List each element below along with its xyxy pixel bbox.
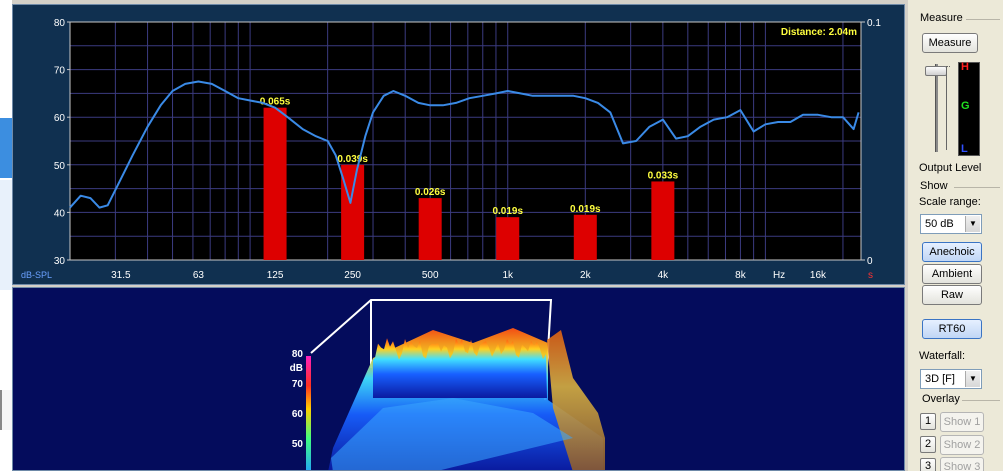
x-tick-label: Hz — [773, 270, 785, 281]
rt60-bar — [573, 214, 597, 260]
rt60-bar — [496, 217, 520, 260]
z-tick-label: 80 — [292, 349, 304, 360]
x-tick-label: 4k — [658, 270, 670, 281]
z-tick-label: 40 — [292, 469, 304, 471]
y2-axis-unit-label: s — [868, 270, 873, 281]
chevron-down-icon: ▼ — [965, 371, 980, 387]
x-tick-label: 1k — [502, 270, 514, 281]
overlay-3-select-button[interactable]: 3 — [920, 458, 936, 471]
y-tick-label: 60 — [54, 113, 66, 124]
distance-annotation: Distance: 2.04m — [781, 27, 857, 38]
output-level-slider-thumb[interactable] — [925, 66, 947, 76]
rt60-bar-label: 0.033s — [648, 170, 679, 181]
x-tick-label: 31.5 — [111, 270, 131, 281]
overlay-group-label: Overlay — [922, 393, 960, 405]
waterfall-panel: 80 70 60 50 40 dB — [12, 287, 905, 471]
waterfall-floor-highlight — [331, 398, 573, 470]
ambient-button[interactable]: Ambient — [922, 264, 982, 284]
show-group-divider — [954, 187, 1000, 188]
rt60-button[interactable]: RT60 — [922, 319, 982, 339]
anechoic-button[interactable]: Anechoic — [922, 242, 982, 262]
output-level-slider-ticks — [946, 66, 950, 150]
x-tick-label: 125 — [267, 270, 284, 281]
waterfall-chart[interactable]: 80 70 60 50 40 dB — [13, 288, 905, 471]
x-tick-label: 63 — [193, 270, 205, 281]
meter-high-label: H — [961, 61, 969, 73]
rt60-bar-label: 0.019s — [570, 204, 601, 215]
level-meter: H G L — [958, 61, 980, 156]
y-tick-label: 40 — [54, 208, 66, 219]
raw-button[interactable]: Raw — [922, 285, 982, 305]
rt60-bar-label: 0.026s — [415, 187, 446, 198]
overlay-group-divider — [962, 400, 1000, 401]
measure-button[interactable]: Measure — [922, 33, 978, 53]
rt60-bar — [263, 107, 287, 261]
y2-tick-label: 0 — [867, 256, 873, 267]
x-tick-label: 8k — [735, 270, 747, 281]
overlay-1-show-button[interactable]: Show 1 — [940, 412, 984, 432]
plot-frame — [69, 21, 862, 261]
control-panel: Measure Measure H G L Output Level Show … — [908, 0, 1003, 471]
scale-range-select[interactable]: 50 dB ▼ — [920, 214, 982, 234]
rt60-bar — [651, 181, 675, 260]
left-window-edge — [0, 0, 12, 471]
waterfall-crest — [373, 338, 547, 398]
chevron-down-icon: ▼ — [965, 216, 980, 232]
z-unit-label: dB — [290, 363, 303, 374]
waterfall-value: 3D [F] — [925, 373, 955, 385]
show-group-label: Show — [920, 180, 948, 192]
measure-group-divider — [966, 19, 1000, 20]
z-scale-bar — [306, 356, 311, 470]
x-tick-label: 500 — [422, 270, 439, 281]
waterfall-label: Waterfall: — [919, 350, 966, 362]
y-axis-unit-label: dB-SPL — [21, 270, 52, 280]
overlay-1-select-button[interactable]: 1 — [920, 413, 936, 430]
y-tick-label: 50 — [54, 161, 66, 172]
frequency-response-curve — [69, 80, 860, 209]
x-tick-label: 2k — [580, 270, 592, 281]
y-tick-label: 70 — [54, 66, 66, 77]
meter-low-label: L — [961, 143, 968, 155]
output-level-slider-track[interactable] — [935, 64, 938, 152]
frequency-response-chart[interactable]: 80 70 60 50 40 30 0.1 0 31.5 63 125 250 500 1k 2k 4k 8k H… — [13, 5, 906, 286]
rt60-bar-label: 0.019s — [492, 206, 523, 217]
scale-range-value: 50 dB — [925, 218, 954, 230]
overlay-3-show-button[interactable]: Show 3 — [940, 457, 984, 471]
z-tick-label: 60 — [292, 409, 304, 420]
overlay-2-select-button[interactable]: 2 — [920, 436, 936, 453]
rt60-bar — [341, 164, 365, 260]
overlay-2-show-button[interactable]: Show 2 — [940, 435, 984, 455]
x-tick-label: 16k — [810, 270, 827, 281]
frequency-response-panel: 80 70 60 50 40 30 0.1 0 31.5 63 125 250 500 1k 2k 4k 8k H… — [12, 4, 905, 285]
left-edge-accent — [0, 118, 12, 178]
left-edge-pane-lower — [0, 390, 12, 430]
waterfall-select[interactable]: 3D [F] ▼ — [920, 369, 982, 389]
y-tick-label: 30 — [54, 256, 66, 267]
y2-tick-label: 0.1 — [867, 18, 881, 29]
z-tick-label: 50 — [292, 439, 304, 450]
meter-good-label: G — [961, 100, 970, 112]
rt60-bar-label: 0.039s — [337, 154, 368, 165]
z-tick-label: 70 — [292, 379, 304, 390]
scale-range-label: Scale range: — [919, 196, 981, 208]
measure-group-label: Measure — [920, 12, 963, 24]
output-level-label: Output Level — [919, 162, 982, 174]
y-tick-label: 80 — [54, 18, 66, 29]
x-tick-label: 250 — [344, 270, 361, 281]
rt60-bar-label: 0.065s — [260, 97, 291, 108]
left-edge-pane — [0, 180, 12, 290]
rt60-bar — [418, 198, 442, 260]
